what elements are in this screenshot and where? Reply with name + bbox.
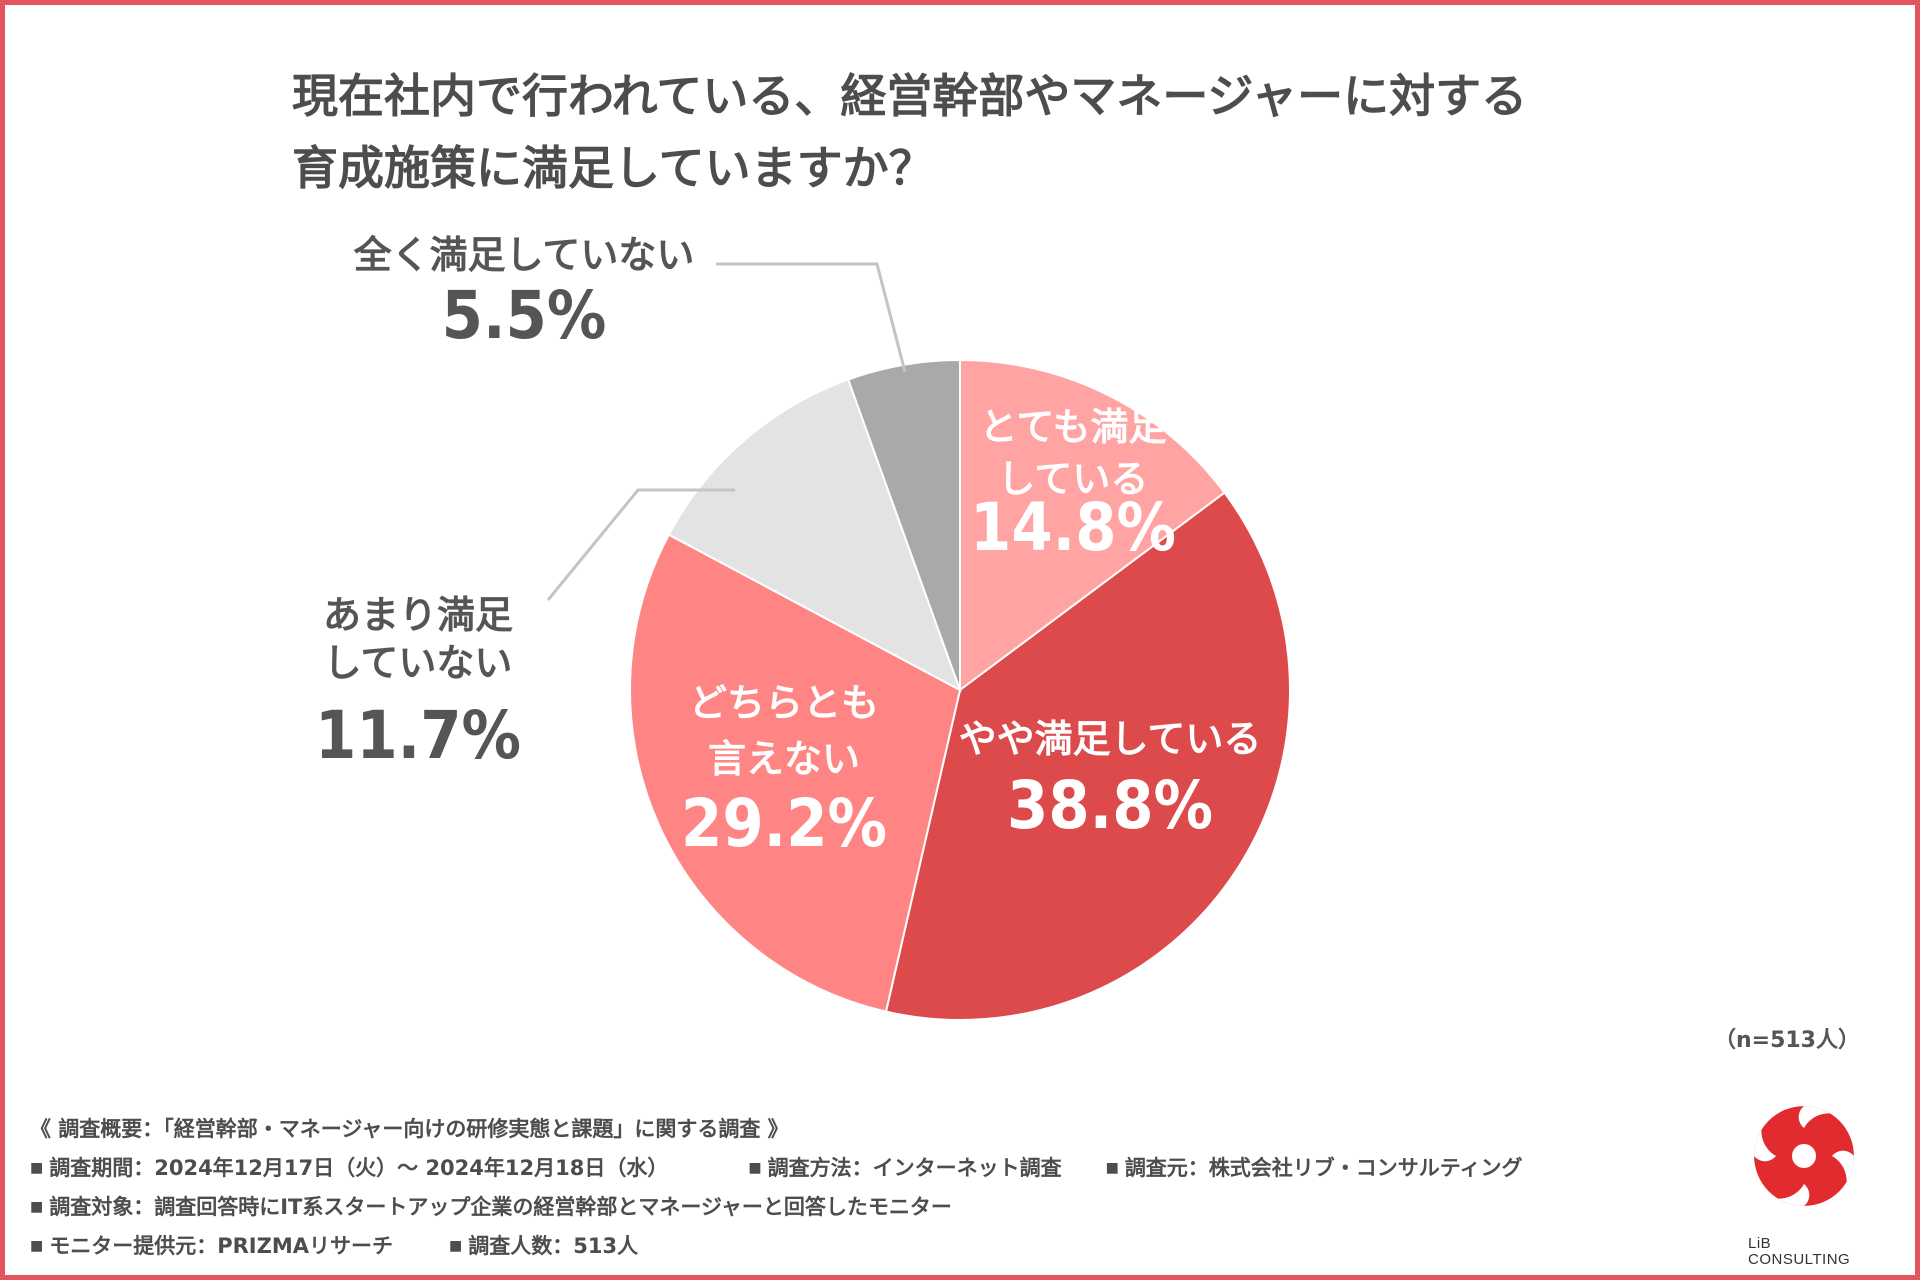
pie-slice-not-very-satisfied <box>667 378 962 693</box>
slice-value-very-satisfied: 14.8% <box>970 489 1176 566</box>
bullet-icon: ■ <box>1105 1160 1119 1176</box>
respondent-count: 調査人数：513人 <box>468 1234 639 1258</box>
slice-value-somewhat-satisfied: 38.8% <box>1007 767 1213 844</box>
bullet-icon: ■ <box>30 1238 44 1254</box>
slice-label-somewhat-satisfied: やや満足している <box>959 717 1262 761</box>
survey-overview: 《 調査概要：「経営幹部・マネージャー向けの研修実態と課題」に関する調査 》 <box>30 1117 789 1141</box>
pie-slice-neutral <box>629 533 962 1013</box>
lib-consulting-logo-icon <box>1750 1102 1858 1210</box>
slice-label-very-satisfied: している <box>998 457 1149 501</box>
leader-line-not-at-all-satisfied <box>716 262 907 373</box>
survey-period: 調査期間：2024年12月17日（火）～ 2024年12月18日（水） <box>49 1156 669 1180</box>
slice-label-not-very-satisfied: していない <box>324 641 513 685</box>
logo-text-line-1: LiB <box>1748 1235 1772 1252</box>
survey-footer: 《 調査概要：「経営幹部・マネージャー向けの研修実態と課題」に関する調査 》 ■… <box>30 1110 1730 1266</box>
sample-size: （n=513人） <box>1713 1028 1860 1053</box>
leader-line-not-very-satisfied <box>546 488 735 601</box>
title-line-1: 現在社内で行われている、経営幹部やマネージャーに対する <box>292 69 1528 123</box>
survey-method: 調査方法：インターネット調査 <box>767 1156 1062 1180</box>
slice-value-not-very-satisfied: 11.7% <box>315 697 521 774</box>
monitor-provider: モニター提供元：PRIZMAリサーチ <box>49 1234 393 1258</box>
chart-title: 現在社内で行われている、経営幹部やマネージャーに対する 育成施策に満足しています… <box>292 60 1692 204</box>
slice-value-not-at-all-satisfied: 5.5% <box>442 277 607 354</box>
logo-text-line-2: CONSULTING <box>1748 1251 1851 1268</box>
bullet-icon: ■ <box>30 1199 44 1215</box>
slice-label-very-satisfied: とても満足 <box>980 405 1167 449</box>
bullet-icon: ■ <box>748 1160 762 1176</box>
slice-value-neutral: 29.2% <box>681 785 887 862</box>
pie-slice-very-satisfied <box>959 358 1226 692</box>
survey-source: 調査元：株式会社リブ・コンサルティング <box>1124 1156 1523 1180</box>
bullet-icon: ■ <box>30 1160 44 1176</box>
pie-slice-somewhat-satisfied <box>884 491 1291 1021</box>
slice-label-not-at-all-satisfied: 全く満足していない <box>353 233 695 277</box>
bullet-icon: ■ <box>449 1238 463 1254</box>
survey-target: 調査対象：調査回答時にIT系スタートアップ企業の経営幹部とマネージャーと回答した… <box>49 1195 952 1219</box>
slice-label-neutral: どちらとも <box>689 681 879 725</box>
logo-text: LiB CONSULTING <box>1748 1236 1868 1268</box>
title-line-2: 育成施策に満足していますか？ <box>292 141 935 195</box>
slice-label-neutral: 言えない <box>708 737 860 781</box>
slice-label-not-very-satisfied: あまり満足 <box>323 593 513 637</box>
